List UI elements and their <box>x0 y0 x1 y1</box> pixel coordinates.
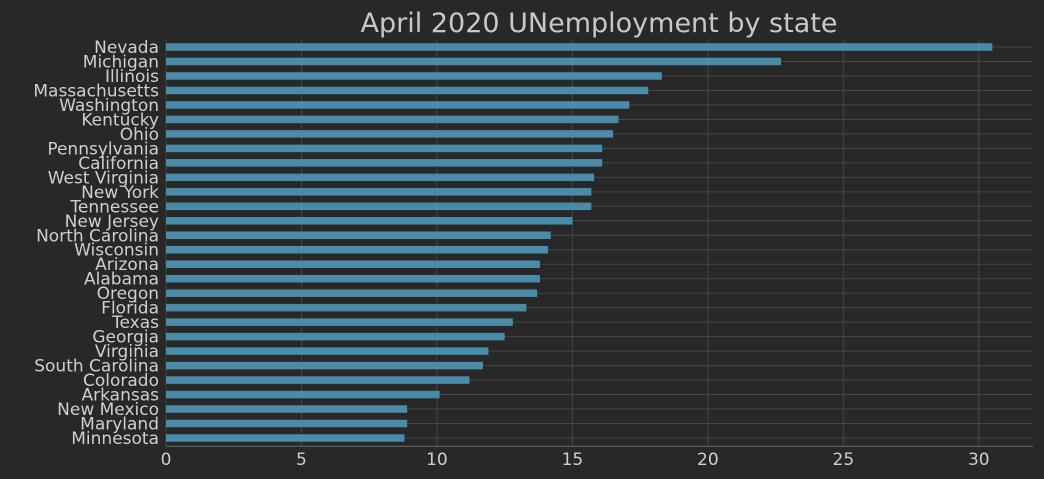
bar <box>166 144 603 153</box>
bar <box>166 86 649 95</box>
category-label: Washington <box>59 96 159 116</box>
category-label: Arizona <box>95 255 159 275</box>
category-label: Kentucky <box>81 110 159 130</box>
bar <box>166 159 603 167</box>
x-tick-label: 0 <box>161 450 172 470</box>
bar <box>166 115 619 124</box>
category-label: Wisconsin <box>74 241 159 261</box>
category-label: New Mexico <box>57 400 159 420</box>
category-label: Michigan <box>83 52 159 72</box>
bar <box>166 217 573 225</box>
category-label: Florida <box>101 299 159 319</box>
category-label: Texas <box>111 313 159 333</box>
x-tick-label: 20 <box>697 450 719 470</box>
bar <box>166 318 513 326</box>
category-label: Minnesota <box>71 429 159 449</box>
bar <box>166 101 630 109</box>
category-label: Pennsylvania <box>47 139 159 159</box>
x-tick-label: 30 <box>968 450 990 470</box>
bar <box>166 72 662 80</box>
x-tick-label: 15 <box>562 450 584 470</box>
category-label: Massachusetts <box>33 81 159 101</box>
category-label: Colorado <box>83 371 159 391</box>
category-label: North Carolina <box>36 226 159 246</box>
grid-lines <box>165 40 1033 447</box>
bar <box>166 419 408 428</box>
bar <box>166 274 540 283</box>
category-label: Alabama <box>84 270 159 290</box>
category-label: Tennessee <box>69 197 159 217</box>
x-axis-ticks: 0 5 10 15 20 25 30 <box>161 450 990 470</box>
bar <box>166 405 408 413</box>
bar <box>166 332 505 341</box>
bar <box>166 376 470 384</box>
category-labels: NevadaMichiganIllinoisMassachusettsWashi… <box>33 38 159 449</box>
bar <box>166 303 527 312</box>
category-label: South Carolina <box>34 357 159 377</box>
bar <box>166 245 549 254</box>
bar <box>166 289 538 297</box>
bar <box>166 231 551 240</box>
bars <box>166 43 993 442</box>
bar <box>166 260 540 268</box>
x-tick-label: 10 <box>426 450 448 470</box>
bar <box>166 130 614 138</box>
x-tick-label: 25 <box>833 450 855 470</box>
bar <box>166 361 483 370</box>
bar <box>166 347 489 355</box>
category-label: West Virginia <box>48 168 159 188</box>
bar <box>166 434 405 442</box>
bar <box>166 173 595 182</box>
chart-title: April 2020 UNemployment by state <box>361 8 838 39</box>
category-label: Georgia <box>92 328 159 348</box>
bar <box>166 43 993 51</box>
category-label: Arkansas <box>82 386 160 406</box>
bar <box>166 188 592 196</box>
bar <box>166 57 782 66</box>
category-label: California <box>78 154 159 174</box>
category-label: New Jersey <box>65 212 159 232</box>
bar <box>166 390 440 399</box>
category-label: Virginia <box>95 342 159 362</box>
category-label: Ohio <box>120 125 159 145</box>
x-tick-label: 5 <box>296 450 307 470</box>
bar <box>166 202 592 211</box>
category-label: Maryland <box>80 415 159 435</box>
category-label: Oregon <box>97 284 159 304</box>
category-label: New York <box>81 183 159 203</box>
category-label: Illinois <box>105 67 159 87</box>
category-label: Nevada <box>94 38 159 58</box>
